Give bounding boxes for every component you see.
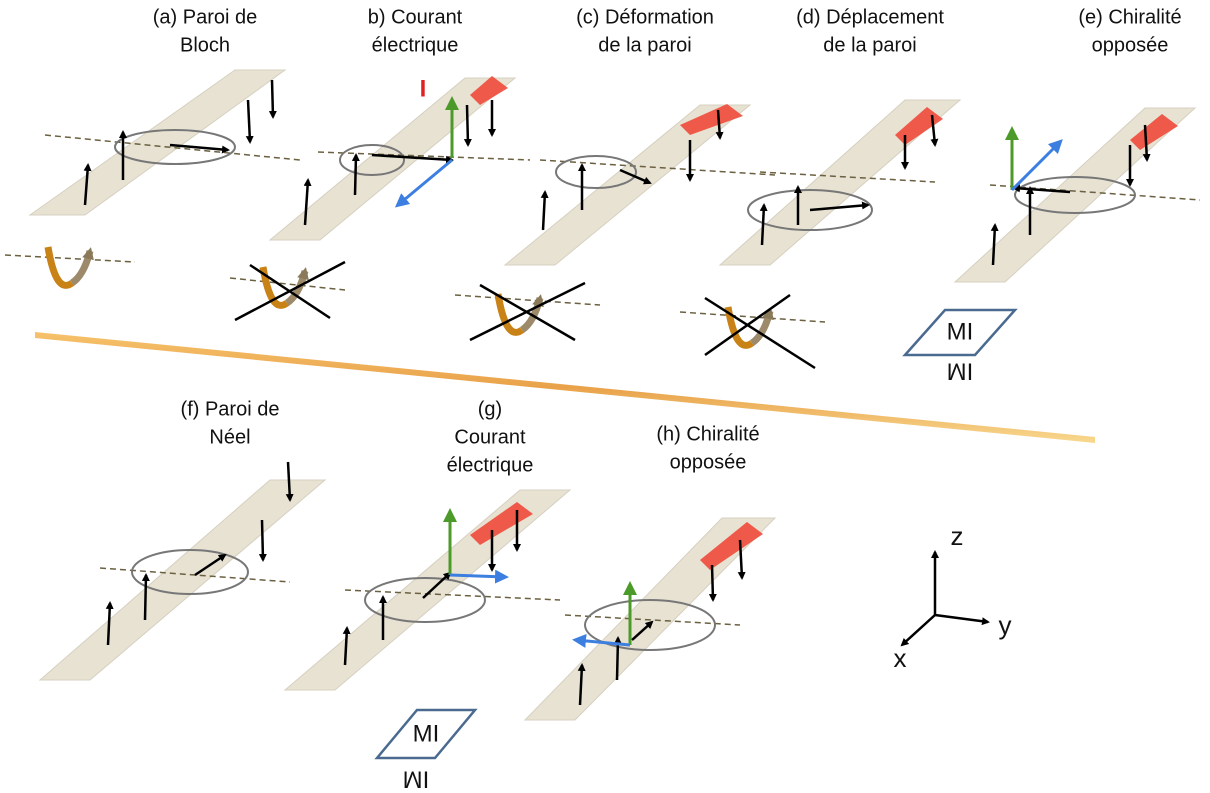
spin-arrow bbox=[930, 114, 939, 147]
wall-ellipse bbox=[555, 155, 637, 189]
wall-ellipse bbox=[131, 549, 249, 595]
spin-arrow bbox=[809, 201, 870, 212]
axis-line bbox=[4, 254, 136, 263]
axis-label: y bbox=[999, 610, 1012, 640]
current-band bbox=[700, 522, 763, 570]
spin-arrow bbox=[577, 663, 586, 706]
panel-label: (e) Chiralité bbox=[1078, 6, 1181, 28]
panel-label: (a) Paroi de bbox=[153, 6, 258, 28]
axis-line bbox=[229, 277, 346, 291]
cross bbox=[704, 293, 791, 357]
panel-label: (c) Déformation bbox=[576, 6, 714, 28]
strip bbox=[953, 107, 1197, 283]
spin-arrow bbox=[268, 79, 277, 119]
mirror bbox=[902, 308, 1018, 357]
spin-arrow bbox=[449, 569, 509, 584]
spin-arrow bbox=[900, 614, 936, 647]
panel-label: (f) Paroi de bbox=[181, 398, 280, 420]
spin-arrow bbox=[759, 203, 768, 246]
cross bbox=[704, 296, 816, 370]
axis-line bbox=[44, 134, 301, 161]
spin-arrow bbox=[619, 168, 652, 185]
strip bbox=[268, 77, 517, 241]
wall-ellipse bbox=[339, 144, 405, 176]
cross bbox=[479, 283, 576, 342]
spin-arrow bbox=[141, 573, 150, 621]
panel-label: Courant bbox=[454, 426, 526, 448]
spin-arrow bbox=[1142, 124, 1151, 162]
panel-label: opposée bbox=[670, 451, 747, 473]
current-band bbox=[680, 104, 743, 135]
spin-arrow bbox=[463, 104, 472, 147]
axis-line bbox=[344, 589, 561, 601]
spin-arrow bbox=[285, 461, 294, 502]
mirror-label: MI bbox=[413, 720, 440, 747]
mirror bbox=[374, 708, 478, 760]
spin-arrow bbox=[83, 163, 92, 206]
panel-label: de la paroi bbox=[823, 34, 916, 56]
spin-arrow bbox=[394, 158, 453, 208]
mirror-reflection: MI bbox=[403, 766, 430, 793]
strip bbox=[503, 104, 752, 266]
wall-ellipse bbox=[584, 599, 716, 651]
spin-arrow bbox=[631, 620, 654, 641]
ribbon bbox=[284, 267, 309, 306]
panel-label: b) Courant bbox=[368, 6, 463, 28]
ribbon bbox=[44, 246, 75, 289]
axis-label: x bbox=[894, 643, 907, 673]
ribbon bbox=[519, 294, 544, 333]
spin-arrow bbox=[169, 143, 230, 154]
strip bbox=[718, 99, 962, 266]
strip bbox=[38, 479, 327, 681]
spin-arrow bbox=[342, 626, 351, 666]
panel-label: électrique bbox=[447, 454, 534, 476]
wall-ellipse bbox=[364, 577, 486, 623]
strip bbox=[28, 69, 287, 216]
mirror-label: MI bbox=[947, 318, 974, 345]
panel-label: Bloch bbox=[180, 34, 230, 56]
spin-arrow bbox=[715, 109, 724, 140]
ribbon bbox=[494, 293, 525, 336]
separator bbox=[35, 332, 1095, 443]
spin-arrow bbox=[990, 223, 999, 266]
spin-arrow bbox=[422, 571, 452, 599]
spin-arrow bbox=[1010, 139, 1063, 192]
wall-ellipse bbox=[1014, 176, 1136, 214]
spin-arrow bbox=[351, 153, 360, 196]
cross bbox=[249, 263, 331, 320]
spin-arrow bbox=[258, 519, 267, 562]
spin-arrow bbox=[105, 601, 114, 646]
panel-label: (d) Déplacement bbox=[796, 6, 944, 28]
spin-arrow bbox=[934, 613, 990, 626]
panel-label: Néel bbox=[209, 426, 250, 448]
spin-arrow bbox=[540, 190, 549, 231]
axis-line bbox=[454, 294, 601, 306]
panel-label: opposée bbox=[1092, 34, 1169, 56]
spin-arrow bbox=[572, 633, 631, 648]
spin-arrow bbox=[1012, 184, 1071, 194]
axis-line bbox=[989, 184, 1201, 201]
wall-ellipse bbox=[114, 129, 236, 165]
ribbon bbox=[749, 307, 774, 346]
spin-arrow bbox=[245, 99, 254, 144]
wall-ellipse bbox=[747, 189, 873, 231]
spin-arrow bbox=[303, 178, 312, 226]
axis-label: z bbox=[951, 521, 964, 551]
current-band bbox=[470, 76, 508, 105]
panel-label: (g) bbox=[478, 398, 502, 420]
ribbon bbox=[69, 247, 94, 286]
current-label: I bbox=[420, 75, 427, 102]
panel-label: de la paroi bbox=[598, 34, 691, 56]
panel-label: (h) Chiralité bbox=[656, 423, 759, 445]
axis-line bbox=[679, 311, 826, 323]
spin-arrow bbox=[708, 564, 717, 602]
mirror-reflection: MI bbox=[947, 358, 974, 385]
spin-arrow bbox=[194, 553, 227, 577]
strip bbox=[283, 489, 572, 691]
current-band bbox=[1130, 114, 1178, 150]
spin-arrow bbox=[737, 539, 746, 580]
panel-label: électrique bbox=[372, 34, 459, 56]
spin-arrow bbox=[371, 153, 454, 164]
